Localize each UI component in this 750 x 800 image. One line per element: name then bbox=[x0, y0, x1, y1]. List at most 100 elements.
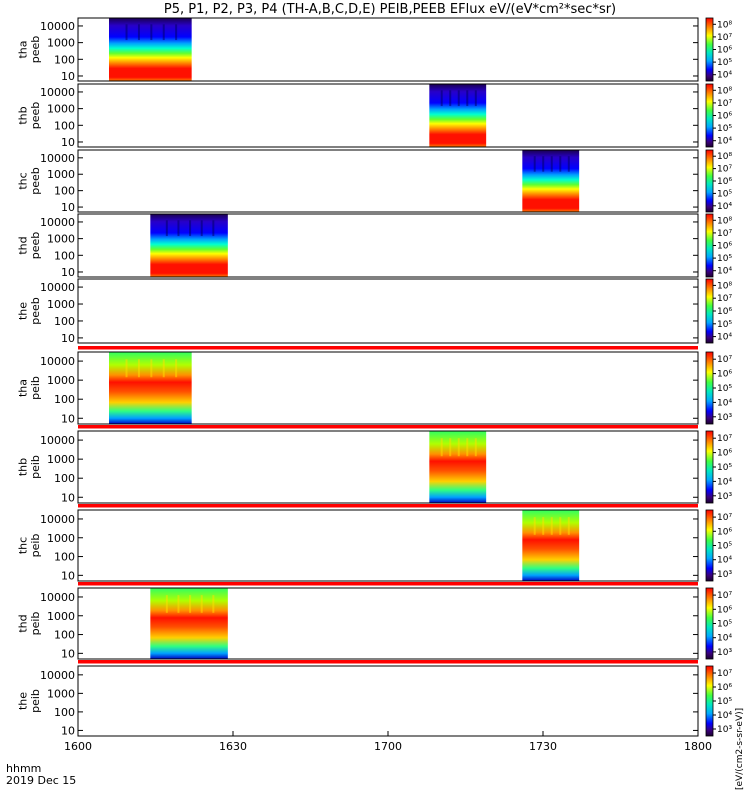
colorbar-thd-peeb bbox=[705, 213, 714, 278]
y-tick-label: 10 bbox=[61, 412, 75, 425]
y-tick-label: 1000 bbox=[47, 103, 75, 116]
y-tick-label: 10 bbox=[61, 724, 75, 737]
panel-thc-peib-streak bbox=[559, 517, 562, 535]
panel-thd-peib-frame bbox=[77, 587, 699, 660]
panel-tha-peib: 10 100 1000 10000 thapeib 10³ 10⁴ 10⁵ 10⁶ 10⁷ bbox=[17, 346, 732, 425]
colorbar-tick-label: 10⁷ bbox=[717, 294, 732, 304]
panel-tha-peib-streak bbox=[125, 359, 128, 378]
panel-probe: thd bbox=[17, 614, 30, 632]
y-tick-label: 1000 bbox=[47, 37, 75, 50]
y-tick-label: 10000 bbox=[40, 86, 75, 99]
panel-label: thdpeib bbox=[17, 612, 42, 636]
colorbar-tick-label: 10⁴ bbox=[717, 137, 732, 147]
panel-thd-peib-streak bbox=[189, 595, 192, 613]
panel-thd-peib-streak bbox=[177, 595, 180, 613]
panel-thd-peib-streak bbox=[165, 595, 168, 613]
colorbar-tick-label: 10⁴ bbox=[717, 477, 732, 487]
colorbar-tick-label: 10⁷ bbox=[717, 165, 732, 175]
panel-thd-peeb-streak bbox=[200, 220, 203, 237]
colorbar-tick-label: 10⁵ bbox=[717, 189, 732, 199]
panel-tha-peeb-streak bbox=[162, 24, 165, 41]
y-tick-label: 10 bbox=[61, 491, 75, 504]
panel-thb-peeb-streak bbox=[474, 90, 477, 107]
colorbar-tick-label: 10⁶ bbox=[717, 683, 732, 693]
colorbar-tick-label: 10⁴ bbox=[717, 333, 732, 343]
panel-tha-peib-streak bbox=[162, 359, 165, 378]
colorbar-tick-label: 10⁷ bbox=[717, 434, 732, 444]
y-tick-label: 10000 bbox=[40, 355, 75, 368]
panel-thd-peeb-streak bbox=[189, 220, 192, 237]
y-tick-label: 10 bbox=[61, 569, 75, 582]
y-tick-label: 10 bbox=[61, 647, 75, 660]
colorbar-tick-label: 10⁷ bbox=[717, 33, 732, 43]
colorbar-tick-label: 10⁵ bbox=[717, 463, 732, 473]
panel-tha-peeb-streak bbox=[125, 24, 128, 41]
panel-thc-peib: 10 100 1000 10000 thcpeib 10³ 10⁴ 10⁵ 10⁶ 10⁷ bbox=[17, 504, 732, 582]
y-tick-label: 10000 bbox=[40, 669, 75, 682]
panel-thb-peib-streak bbox=[457, 438, 460, 457]
panel-thb-peib-streak bbox=[466, 438, 469, 457]
colorbar-tick-label: 10⁷ bbox=[717, 229, 732, 239]
panel-tha-peeb-streak bbox=[150, 24, 153, 41]
panel-probe: tha bbox=[17, 40, 30, 58]
panel-probe: the bbox=[17, 692, 30, 710]
panel-label: thbpeib bbox=[17, 455, 42, 479]
colorbar-unit-label: [eV/(cm2-s-sr-eV)] bbox=[735, 708, 745, 790]
y-tick-label: 10000 bbox=[40, 513, 75, 526]
colorbar-thb-peeb bbox=[705, 83, 714, 148]
colorbar-tick-label: 10⁴ bbox=[717, 267, 732, 277]
x-axis: 1600 1630 1700 1730 1800 bbox=[64, 731, 712, 753]
panel-tha-peeb-streak bbox=[137, 24, 140, 41]
panel-inst: peib bbox=[29, 534, 42, 558]
panel-label: thepeeb bbox=[17, 297, 42, 325]
panel-thc-peib-streak bbox=[533, 517, 536, 535]
x-axis-label-unit: hhmm bbox=[6, 762, 41, 775]
y-tick-label: 10000 bbox=[40, 20, 75, 33]
colorbar-tick-label: 10³ bbox=[717, 648, 732, 658]
colorbar-tick-label: 10⁴ bbox=[717, 398, 732, 408]
panel-thd-peeb-streak bbox=[212, 220, 215, 237]
y-tick-label: 1000 bbox=[47, 298, 75, 311]
y-tick-label: 10000 bbox=[40, 216, 75, 229]
panel-the-peeb-frame bbox=[77, 278, 699, 344]
y-tick-label: 100 bbox=[54, 119, 75, 132]
colorbar-tick-label: 10⁸ bbox=[717, 216, 732, 226]
colorbar-thd-peib bbox=[705, 587, 714, 660]
panel-thb-peeb-frame bbox=[77, 83, 699, 148]
colorbar-tick-label: 10⁶ bbox=[717, 370, 732, 380]
y-tick-label: 10 bbox=[61, 332, 75, 345]
colorbar-tick-label: 10⁵ bbox=[717, 620, 732, 630]
panel-probe: thd bbox=[17, 236, 30, 254]
panel-probe: thb bbox=[17, 106, 30, 124]
panel-thc-peib-streak bbox=[550, 517, 553, 535]
y-tick-label: 100 bbox=[54, 249, 75, 262]
y-tick-label: 1000 bbox=[47, 610, 75, 623]
figure-title: P5, P1, P2, P3, P4 (TH-A,B,C,D,E) PEIB,P… bbox=[164, 2, 616, 17]
y-tick-label: 100 bbox=[54, 393, 75, 406]
y-tick-label: 1000 bbox=[47, 374, 75, 387]
x-tick-label: 1730 bbox=[529, 740, 557, 753]
y-tick-label: 10 bbox=[61, 266, 75, 279]
colorbar-tick-label: 10⁸ bbox=[717, 152, 732, 162]
panel-inst: peib bbox=[29, 689, 42, 713]
colorbar-tick-label: 10⁸ bbox=[717, 86, 732, 96]
panel-tha-peeb: 10 100 1000 10000 thapeeb 10⁴ 10⁵ 10⁶ 10⁷ 10⁸ bbox=[17, 17, 732, 83]
panel-tha-peeb-streak bbox=[175, 24, 178, 41]
colorbar-tick-label: 10⁵ bbox=[717, 254, 732, 264]
panel-thc-peeb-streak bbox=[567, 156, 570, 172]
colorbar-tick-label: 10⁷ bbox=[717, 99, 732, 109]
y-tick-label: 10000 bbox=[40, 281, 75, 294]
panel-inst: peeb bbox=[29, 36, 42, 64]
panel-probe: thb bbox=[17, 458, 30, 476]
colorbar-tick-label: 10⁷ bbox=[717, 669, 732, 679]
colorbar-tick-label: 10³ bbox=[717, 725, 732, 735]
panels-group: 10 100 1000 10000 thapeeb 10⁴ 10⁵ 10⁶ 10⁷ 10⁸ 10 10… bbox=[17, 17, 732, 737]
y-tick-label: 100 bbox=[54, 551, 75, 564]
colorbar-tick-label: 10⁴ bbox=[717, 634, 732, 644]
colorbar-thb-peib bbox=[705, 430, 714, 504]
panel-thd-peeb: 10 100 1000 10000 thdpeeb 10⁴ 10⁵ 10⁶ 10⁷ 10⁸ bbox=[17, 213, 732, 279]
panel-the-peeb: 10 100 1000 10000 thepeeb 10⁴ 10⁵ 10⁶ 10⁷ 10⁸ bbox=[17, 278, 732, 345]
y-tick-label: 1000 bbox=[47, 168, 75, 181]
colorbar-the-peeb bbox=[705, 278, 714, 344]
colorbar-tick-label: 10⁸ bbox=[717, 281, 732, 291]
